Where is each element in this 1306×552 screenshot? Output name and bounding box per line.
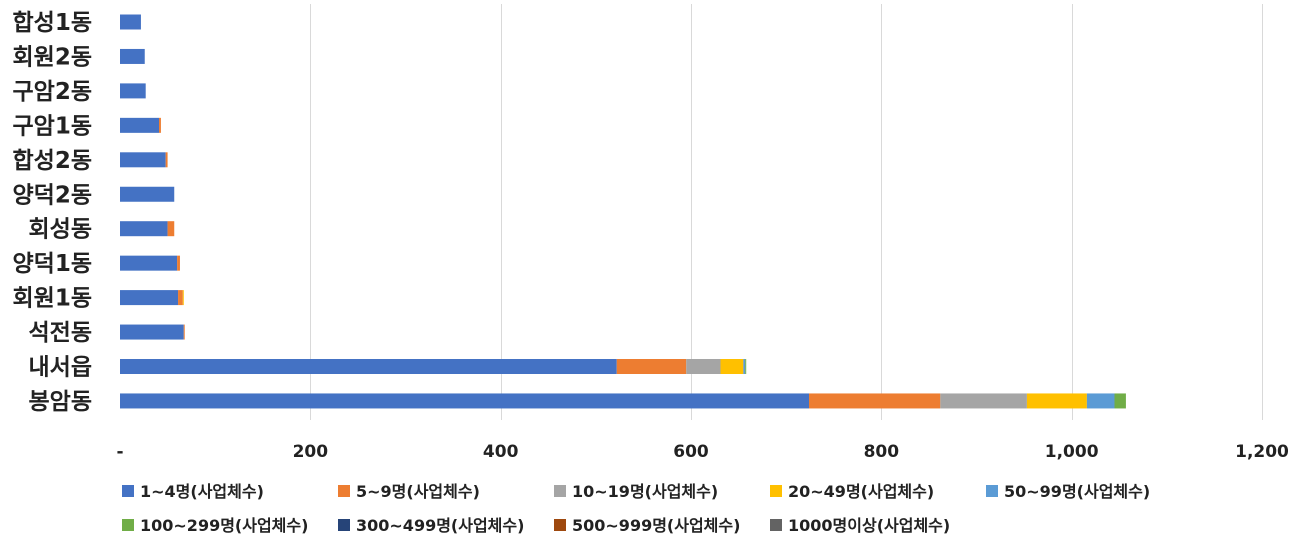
legend-swatch (122, 519, 134, 531)
legend-label: 10~19명(사업체수) (572, 482, 718, 501)
bar-segment (167, 221, 175, 237)
bar-segment (120, 186, 175, 202)
bar-segment (616, 359, 687, 374)
category-label: 봉암동 (29, 389, 92, 415)
bar-segment (720, 359, 744, 374)
bar-segment (745, 359, 747, 374)
category-label: 석전동 (29, 320, 92, 346)
category-label: 회성동 (29, 217, 92, 243)
x-tick-label: 800 (864, 442, 900, 462)
grid-lines (310, 4, 1263, 420)
bar-segment (1114, 393, 1126, 409)
category-label: 양덕1동 (13, 251, 92, 277)
bar-segment (120, 117, 160, 133)
legend-label: 100~299명(사업체수) (140, 516, 308, 535)
bar-segment (120, 324, 184, 340)
x-tick-label: 1,200 (1235, 442, 1289, 462)
category-label: 내서읍 (29, 355, 92, 381)
legend-label: 1~4명(사업체수) (140, 482, 264, 501)
bar-segment (183, 324, 185, 340)
legend-swatch (770, 485, 782, 497)
bars (120, 14, 1126, 409)
bar-segment (686, 359, 721, 374)
bar-segment (177, 255, 180, 271)
bar-segment (1026, 393, 1087, 409)
category-label: 구암1동 (13, 113, 92, 139)
legend-swatch (338, 485, 350, 497)
legend-swatch (986, 485, 998, 497)
bar-segment (182, 290, 184, 306)
legend-swatch (770, 519, 782, 531)
category-label: 양덕2동 (13, 182, 92, 208)
legend-label: 50~99명(사업체수) (1004, 482, 1150, 501)
legend-swatch (554, 519, 566, 531)
bar-segment (940, 393, 1027, 409)
bar-segment (120, 152, 166, 168)
x-tick-label: - (116, 442, 123, 462)
category-label: 합성1동 (13, 10, 92, 36)
legend-swatch (122, 485, 134, 497)
bar-segment (159, 117, 161, 133)
category-labels: 합성1동회원2동구암2동구암1동합성2동양덕2동회성동양덕1동회원1동석전동내서… (13, 10, 92, 415)
category-label: 합성2동 (13, 148, 92, 174)
bar-segment (120, 83, 146, 99)
legend-swatch (338, 519, 350, 531)
x-tick-label: 600 (673, 442, 709, 462)
bar-segment (120, 221, 168, 237)
category-label: 구암2동 (13, 79, 92, 105)
x-tick-label: 200 (293, 442, 329, 462)
bar-segment (120, 48, 145, 64)
bar-segment (120, 359, 617, 374)
legend-label: 500~999명(사업체수) (572, 516, 740, 535)
category-label: 회원1동 (13, 286, 92, 312)
legend-label: 1000명이상(사업체수) (788, 516, 950, 535)
legend-swatch (554, 485, 566, 497)
bar-segment (165, 152, 168, 168)
bar-segment (120, 255, 178, 271)
legend-label: 300~499명(사업체수) (356, 516, 524, 535)
bar-segment (743, 359, 746, 374)
legend-label: 5~9명(사업체수) (356, 482, 480, 501)
legend-label: 20~49명(사업체수) (788, 482, 934, 501)
category-label: 회원2동 (13, 44, 92, 70)
x-tick-label: 400 (483, 442, 519, 462)
x-tick-label: 1,000 (1045, 442, 1099, 462)
bar-segment (120, 290, 179, 306)
bar-segment (178, 290, 183, 306)
bar-segment (1086, 393, 1115, 409)
bar-segment (809, 393, 941, 409)
legend: 1~4명(사업체수) 5~9명(사업체수) 10~19명(사업체수) 20~49명(사… (122, 482, 1150, 535)
x-axis-tick-labels: - 200 400 600 800 1,000 1,200 (116, 442, 1289, 462)
bar-segment (120, 14, 141, 30)
bar-segment (120, 393, 810, 409)
